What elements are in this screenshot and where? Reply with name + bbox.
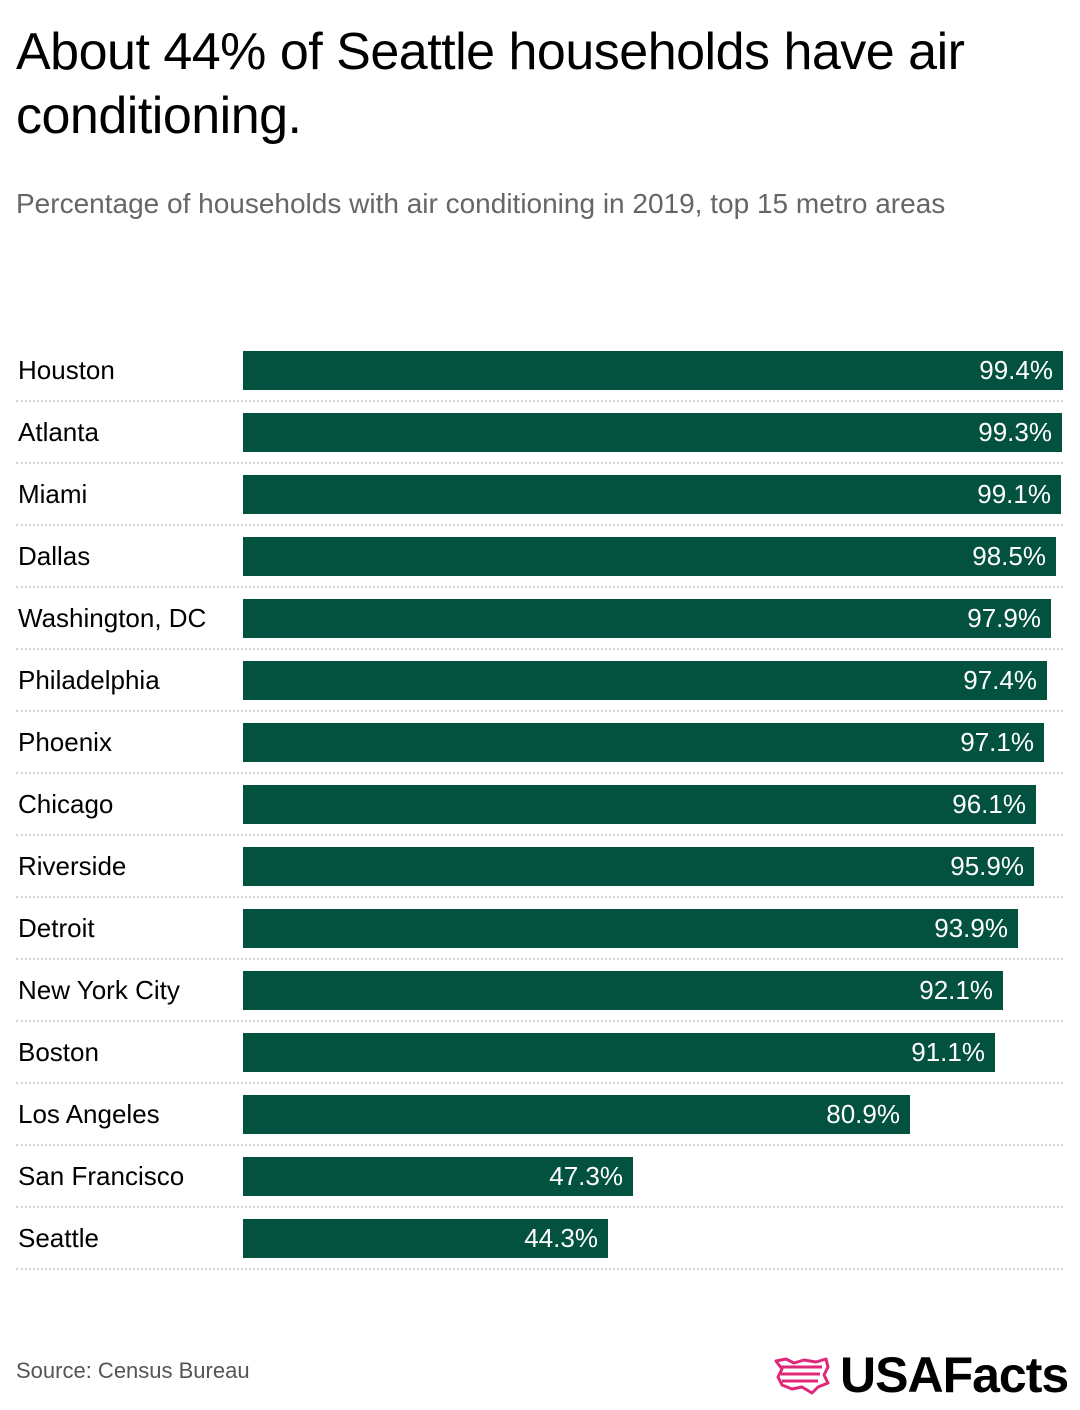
bar: 44.3% — [243, 1219, 608, 1258]
bar-value-label: 99.4% — [979, 355, 1053, 385]
bar-row: Phoenix 97.1% — [16, 712, 1063, 774]
bar-value-label: 97.9% — [967, 603, 1041, 633]
category-label: Los Angeles — [18, 1099, 160, 1129]
bar-value-label: 92.1% — [919, 975, 993, 1005]
bar-row: Atlanta 99.3% — [16, 402, 1063, 464]
bar-row: Boston 91.1% — [16, 1022, 1063, 1084]
bar-row: Washington, DC 97.9% — [16, 588, 1063, 650]
bar-value-label: 99.3% — [978, 417, 1052, 447]
bar-value-label: 97.1% — [960, 727, 1034, 757]
category-label: Riverside — [18, 851, 127, 881]
bar: 92.1% — [243, 971, 1003, 1010]
bar-row: Dallas 98.5% — [16, 526, 1063, 588]
category-label: Chicago — [18, 789, 114, 819]
usafacts-logo[interactable]: USAFacts — [772, 1340, 1069, 1410]
bar: 99.4% — [243, 351, 1063, 390]
bar-value-label: 95.9% — [950, 851, 1024, 881]
bar-row: Riverside 95.9% — [16, 836, 1063, 898]
bar-value-label: 91.1% — [911, 1037, 985, 1067]
bar: 97.1% — [243, 723, 1044, 762]
bar: 91.1% — [243, 1033, 995, 1072]
bar-value-label: 47.3% — [549, 1161, 623, 1191]
category-label: Houston — [18, 355, 115, 385]
category-label: Atlanta — [18, 417, 99, 447]
bar: 93.9% — [243, 909, 1018, 948]
category-label: Seattle — [18, 1223, 99, 1253]
bar: 97.9% — [243, 599, 1051, 638]
bar-value-label: 97.4% — [963, 665, 1037, 695]
category-label: Boston — [18, 1037, 99, 1067]
category-label: Miami — [18, 479, 88, 509]
bar-row: Seattle 44.3% — [16, 1208, 1063, 1270]
bar: 99.1% — [243, 475, 1061, 514]
bar-value-label: 44.3% — [524, 1223, 598, 1253]
bar-value-label: 98.5% — [972, 541, 1046, 571]
bar-row: Detroit 93.9% — [16, 898, 1063, 960]
category-label: San Francisco — [18, 1161, 185, 1191]
bar-value-label: 96.1% — [952, 789, 1026, 819]
bar: 80.9% — [243, 1095, 910, 1134]
bar: 95.9% — [243, 847, 1034, 886]
bar-row: Philadelphia 97.4% — [16, 650, 1063, 712]
bar-row: New York City 92.1% — [16, 960, 1063, 1022]
bar: 98.5% — [243, 537, 1056, 576]
bar-value-label: 99.1% — [977, 479, 1051, 509]
bar-row: Miami 99.1% — [16, 464, 1063, 526]
chart-subtitle: Percentage of households with air condit… — [16, 188, 946, 219]
category-label: Philadelphia — [18, 665, 160, 695]
bar-row: Los Angeles 80.9% — [16, 1084, 1063, 1146]
category-label: Dallas — [18, 541, 91, 571]
usafacts-flag-logo-icon — [774, 1357, 830, 1395]
category-label: Washington, DC — [18, 603, 207, 633]
bar-row: San Francisco 47.3% — [16, 1146, 1063, 1208]
bar-row: Houston 99.4% — [16, 340, 1063, 402]
bar-value-label: 93.9% — [934, 913, 1008, 943]
source-note: Source: Census Bureau — [16, 1358, 250, 1383]
bar-chart: Houston 99.4% Atlanta 99.3% Miami 99.1% Dallas… — [0, 340, 1080, 1280]
bar-value-label: 80.9% — [826, 1099, 900, 1129]
category-label: Detroit — [18, 913, 95, 943]
chart-title: About 44% of Seattle households have air… — [16, 23, 965, 145]
bar: 99.3% — [243, 413, 1062, 452]
category-label: New York City — [18, 975, 180, 1005]
bar: 47.3% — [243, 1157, 633, 1196]
bar: 97.4% — [243, 661, 1047, 700]
bar-row: Chicago 96.1% — [16, 774, 1063, 836]
category-label: Phoenix — [18, 727, 112, 757]
logo-text: USAFacts — [840, 1347, 1069, 1403]
bar: 96.1% — [243, 785, 1036, 824]
